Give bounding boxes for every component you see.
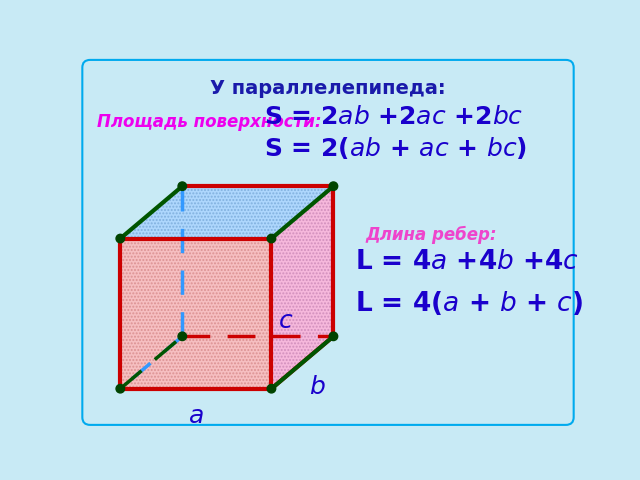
Text: $\mathit{b}$: $\mathit{b}$: [308, 375, 325, 399]
Circle shape: [178, 332, 187, 341]
Circle shape: [116, 384, 125, 393]
Text: L = 4($\mathit{a}$ + $\mathit{b}$ + $\mathit{c}$): L = 4($\mathit{a}$ + $\mathit{b}$ + $\ma…: [355, 288, 583, 317]
FancyBboxPatch shape: [76, 53, 580, 432]
Text: $\mathit{c}$: $\mathit{c}$: [278, 309, 293, 333]
Text: У параллелепипеда:: У параллелепипеда:: [210, 79, 446, 98]
Circle shape: [267, 384, 276, 393]
Text: L = 4$\mathit{a}$ +4$\mathit{b}$ +4$\mathit{c}$: L = 4$\mathit{a}$ +4$\mathit{b}$ +4$\mat…: [355, 249, 579, 275]
Circle shape: [116, 234, 125, 243]
Circle shape: [267, 234, 276, 243]
Polygon shape: [120, 186, 333, 239]
Text: $\mathit{a}$: $\mathit{a}$: [188, 404, 204, 428]
Circle shape: [178, 182, 187, 191]
Text: Длина ребер:: Длина ребер:: [365, 226, 497, 244]
Circle shape: [329, 182, 338, 191]
Text: S = 2($\mathit{ab}$ + $\mathit{ac}$ + $\mathit{bc}$): S = 2($\mathit{ab}$ + $\mathit{ac}$ + $\…: [264, 134, 527, 161]
Text: S = 2$\mathit{ab}$ +2$\mathit{ac}$ +2$\mathit{bc}$: S = 2$\mathit{ab}$ +2$\mathit{ac}$ +2$\m…: [264, 105, 524, 129]
Text: Площадь поверхности:: Площадь поверхности:: [97, 113, 321, 131]
Polygon shape: [271, 186, 333, 389]
Polygon shape: [120, 239, 271, 389]
Circle shape: [329, 332, 338, 341]
